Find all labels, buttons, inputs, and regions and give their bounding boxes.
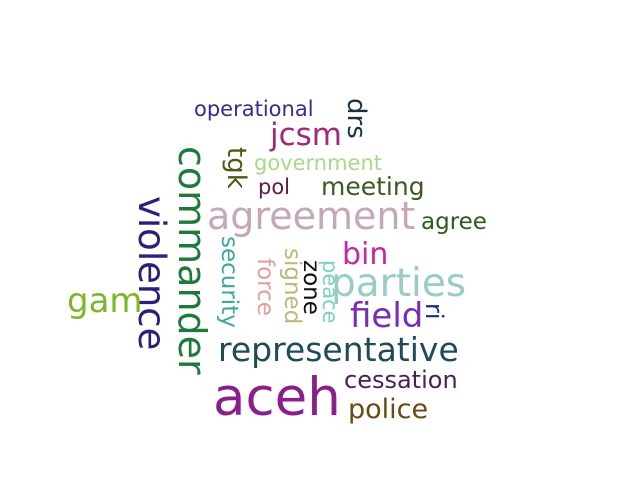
word-police: police: [348, 394, 429, 425]
word-gam: gam: [67, 281, 143, 321]
word-field: field: [350, 296, 424, 336]
word-government: government: [254, 151, 383, 175]
word-meeting: meeting: [321, 172, 425, 201]
word-operational: operational: [194, 97, 314, 121]
word-parties: parties: [331, 261, 467, 306]
word-aceh: aceh: [213, 367, 341, 428]
word-jcsm: jcsm: [270, 117, 343, 153]
word-violence: violence: [130, 196, 173, 351]
word-pol: pol: [258, 175, 291, 199]
word-security: security: [216, 236, 242, 328]
word-cessation: cessation: [344, 366, 458, 394]
word-commander: commander: [170, 146, 214, 375]
word-drs: drs: [341, 98, 371, 139]
word-bin: bin: [342, 237, 389, 272]
word-tgk: tgk: [221, 147, 251, 189]
word-ri: ri: [420, 303, 448, 320]
word-representative: representative: [218, 330, 459, 369]
word-agree: agree: [421, 209, 487, 235]
word-agreement: agreement: [207, 194, 416, 238]
word-force: force: [252, 258, 278, 316]
